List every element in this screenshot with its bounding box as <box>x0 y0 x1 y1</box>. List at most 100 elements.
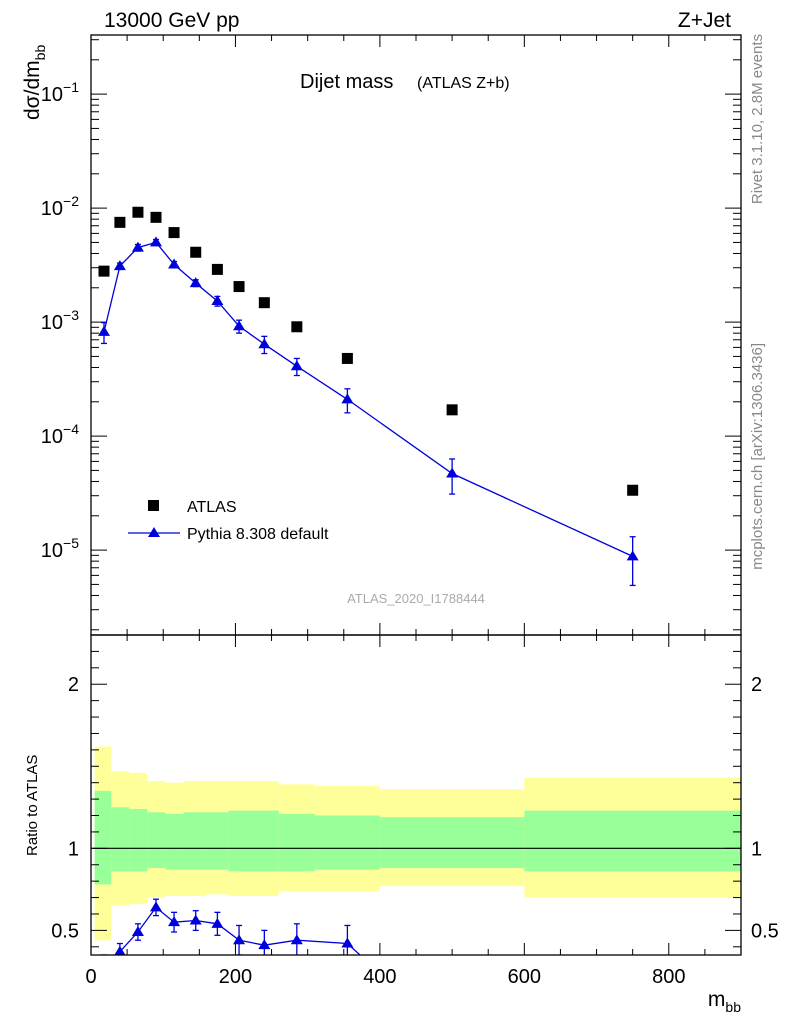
main-panel: 10−510−410−310−210−1 <box>41 35 742 635</box>
ratio-point <box>131 926 144 937</box>
y-tick-label: 10−4 <box>41 421 79 448</box>
x-tick-label: 200 <box>219 966 252 988</box>
atlas-point <box>98 265 110 277</box>
pythia-point <box>290 360 303 371</box>
y-tick-label-exp: −5 <box>63 535 79 551</box>
atlas-point <box>291 321 303 333</box>
main-panel-frame <box>90 34 742 636</box>
main-y-label-base: dσ/dm <box>21 60 44 120</box>
ratio-y-tick-label-right: 1 <box>751 838 762 860</box>
pythia-point <box>258 338 271 349</box>
uncertainty-band-inner <box>228 810 254 872</box>
y-tick-label-exp: −4 <box>63 421 79 437</box>
pythia-point <box>211 295 224 306</box>
pythia-point <box>113 260 126 271</box>
x-tick-label: 800 <box>652 966 685 988</box>
rivet-label: Rivet 3.1.10, 2.8M events <box>749 34 766 204</box>
ratio-y-tick-label-right: 0.5 <box>751 920 779 942</box>
x-tick-label: 0 <box>85 966 96 988</box>
uncertainty-band-inner <box>379 817 525 869</box>
ratio-panel-frame <box>90 634 742 956</box>
atlas-point <box>258 297 270 309</box>
uncertainty-band-inner <box>183 812 207 870</box>
ratio-y-tick-label-right: 2 <box>751 674 762 696</box>
x-tick-label: 400 <box>363 966 396 988</box>
pythia-point <box>98 325 110 336</box>
legend-label-atlas: ATLAS <box>187 499 237 516</box>
uncertainty-band-inner <box>278 813 315 872</box>
y-tick-label-base: 10 <box>41 540 63 562</box>
pythia-point <box>168 258 181 269</box>
ratio-point <box>114 945 126 955</box>
atlas-point <box>132 206 144 218</box>
ratio-point <box>168 916 181 927</box>
ratio-point <box>98 959 110 969</box>
pythia-line <box>103 241 633 557</box>
y-tick-label-exp: −1 <box>63 79 79 95</box>
ratio-point <box>211 917 224 928</box>
uncertainty-band-inner <box>253 810 279 872</box>
y-tick-label: 10−1 <box>41 79 79 106</box>
uncertainty-band-inner <box>111 807 130 872</box>
y-tick-label: 10−5 <box>41 535 79 562</box>
atlas-point <box>190 246 202 258</box>
ratio-point <box>258 939 271 950</box>
atlas-point <box>341 352 353 364</box>
y-tick-label-base: 10 <box>41 84 63 106</box>
pythia-point <box>150 236 162 247</box>
x-tick-label: 600 <box>508 966 541 988</box>
ratio-point <box>341 937 354 948</box>
watermark: ATLAS_2020_I1788444 <box>347 591 485 606</box>
atlas-point <box>211 263 223 275</box>
header-left: 13000 GeV pp <box>104 9 239 32</box>
chart-title: Dijet mass <box>300 71 393 93</box>
x-label-base: m <box>708 988 726 1011</box>
ratio-content <box>91 746 741 969</box>
ratio-panel: 0 200 400 600 800 0.5 0.5 1 1 2 2 <box>51 635 779 988</box>
pythia-point <box>189 277 202 288</box>
pythia-point <box>341 393 354 404</box>
legend-label-pythia: Pythia 8.308 default <box>187 526 329 543</box>
uncertainty-band-inner <box>314 815 380 870</box>
ratio-y-tick-label-left: 1 <box>68 838 79 860</box>
ratio-point <box>189 914 202 925</box>
uncertainty-band-inner <box>206 812 229 870</box>
y-tick-label-base: 10 <box>41 198 63 220</box>
ratio-point <box>290 934 303 945</box>
ratio-y-axis-label: Ratio to ATLAS <box>24 755 41 856</box>
ratio-y-tick-label-left: 2 <box>68 674 79 696</box>
ratio-point <box>233 934 246 945</box>
y-tick-label-exp: −3 <box>63 307 79 323</box>
uncertainty-band-inner <box>129 808 148 872</box>
pythia-point <box>626 550 639 561</box>
ratio-y-tick-label-left: 0.5 <box>51 920 79 942</box>
y-tick-label: 10−2 <box>41 193 79 220</box>
atlas-point <box>114 216 126 228</box>
legend: ATLAS Pythia 8.308 default <box>128 499 329 543</box>
atlas-point <box>233 281 245 293</box>
mcplots-label: mcplots.cern.ch [arXiv:1306.3436] <box>749 343 766 570</box>
y-tick-label: 10−3 <box>41 307 79 334</box>
legend-marker-pythia <box>148 527 160 537</box>
chart-subtitle: (ATLAS Z+b) <box>417 75 510 92</box>
x-label-sub: bb <box>725 999 741 1015</box>
ratio-point <box>150 901 162 912</box>
main-y-label-sub: bb <box>32 45 48 61</box>
atlas-point <box>446 404 458 416</box>
y-tick-label-base: 10 <box>41 426 63 448</box>
x-axis-label: mbb <box>708 988 741 1015</box>
header-right: Z+Jet <box>678 9 731 32</box>
uncertainty-band-inner <box>94 790 112 885</box>
main-y-axis-label-text: dσ/dmbb <box>21 45 48 120</box>
atlas-point <box>627 484 639 496</box>
y-tick-label-base: 10 <box>41 312 63 334</box>
uncertainty-band-inner <box>165 813 184 870</box>
pythia-point <box>233 320 246 331</box>
legend-marker-atlas <box>148 500 159 511</box>
pythia-point <box>131 241 144 252</box>
main-y-axis-label: dσ/dmbb <box>21 45 48 120</box>
atlas-point <box>150 211 162 223</box>
pythia-point <box>446 467 459 478</box>
ratio-line <box>114 906 362 955</box>
